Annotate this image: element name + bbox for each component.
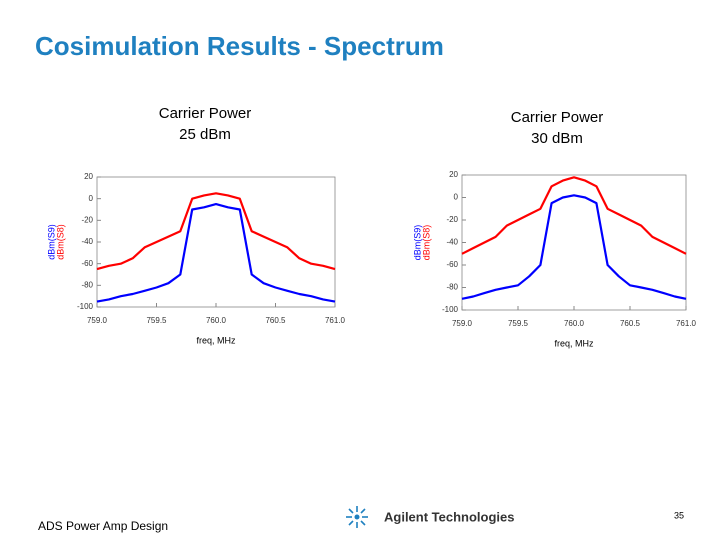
x-tick-label: 760.0 [564,319,585,328]
x-tick-label: 760.5 [620,319,641,328]
y-tick-label: -60 [446,260,458,269]
legend-label: dBm(S9) [46,224,56,260]
y-tick-label: -40 [81,237,93,246]
y-tick-label: -80 [446,283,458,292]
y-tick-label: -100 [77,302,94,311]
x-tick-label: 761.0 [676,319,697,328]
series-line [96,192,336,271]
y-tick-label: -100 [442,305,459,314]
series-line [461,194,687,300]
slide-title: Cosimulation Results - Spectrum [35,31,444,61]
x-tick-label: 759.0 [452,319,473,328]
y-tick-label: 0 [89,194,94,203]
x-tick-label: 761.0 [325,316,346,325]
x-axis-label: freq, MHz [196,335,236,345]
y-tick-label: 0 [454,193,459,202]
footer: ADS Power Amp Design [38,519,168,533]
series-line [461,176,687,255]
legend-label: dBm(S9) [412,225,422,261]
series-line [96,203,336,303]
chart-title: Carrier Power [159,105,252,122]
y-tick-label: 20 [449,170,458,179]
x-axis-label: freq, MHz [554,338,594,348]
logo-icon [346,506,368,528]
chart-subtitle: 25 dBm [179,126,231,143]
legend-label: dBm(S8) [55,224,65,260]
page-number: 35 [674,510,684,520]
plot-frame [96,176,336,308]
y-tick-label: -20 [81,215,93,224]
x-tick-label: 760.5 [265,316,286,325]
y-tick-label: -80 [81,280,93,289]
chart-title: Carrier Power [511,109,604,126]
legend-label: dBm(S8) [421,225,431,261]
y-tick-label: 20 [84,172,93,181]
x-tick-label: 759.5 [146,316,167,325]
y-tick-label: -20 [446,215,458,224]
y-tick-label: -40 [446,238,458,247]
x-tick-label: 759.0 [87,316,108,325]
x-tick-label: 759.5 [508,319,529,328]
x-tick-label: 760.0 [206,316,227,325]
chart-subtitle: 30 dBm [531,130,583,147]
logo-text: Agilent Technologies [384,509,515,524]
y-tick-label: -60 [81,259,93,268]
